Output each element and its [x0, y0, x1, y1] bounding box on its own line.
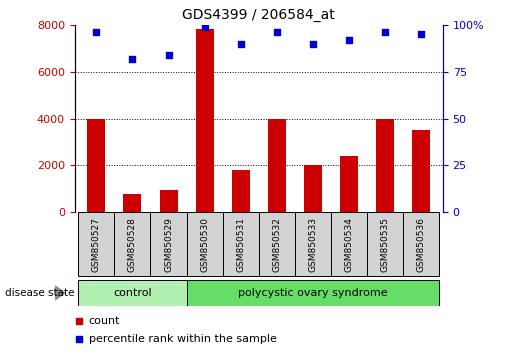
Point [75, 319, 83, 324]
Bar [88, 119, 106, 212]
Bar [331, 212, 367, 276]
Bar [403, 212, 439, 276]
Point [417, 31, 425, 37]
Bar [259, 212, 295, 276]
Point [236, 41, 245, 46]
Text: GSM850534: GSM850534 [345, 217, 353, 272]
Text: GSM850529: GSM850529 [164, 217, 173, 272]
Point [273, 29, 281, 35]
Title: GDS4399 / 206584_at: GDS4399 / 206584_at [182, 8, 335, 22]
Bar [376, 119, 394, 212]
Bar [412, 130, 430, 212]
Bar [114, 212, 150, 276]
Text: GSM850527: GSM850527 [92, 217, 101, 272]
Bar [78, 280, 186, 306]
Point [309, 41, 317, 46]
Point [200, 24, 209, 29]
Text: GSM850536: GSM850536 [417, 217, 426, 272]
Bar [150, 212, 186, 276]
Text: GSM850535: GSM850535 [381, 217, 390, 272]
Point [92, 29, 100, 35]
Point [381, 29, 389, 35]
Bar [186, 212, 222, 276]
Bar [124, 194, 142, 212]
Text: GSM850531: GSM850531 [236, 217, 245, 272]
Bar [340, 156, 358, 212]
Text: disease state: disease state [5, 288, 75, 298]
Bar [268, 119, 286, 212]
Bar [222, 212, 259, 276]
Bar [295, 212, 331, 276]
Bar [78, 212, 114, 276]
Text: percentile rank within the sample: percentile rank within the sample [89, 334, 277, 344]
Point [75, 336, 83, 342]
Text: polycystic ovary syndrome: polycystic ovary syndrome [238, 288, 388, 298]
Point [164, 52, 173, 58]
Bar [160, 190, 178, 212]
Text: GSM850532: GSM850532 [272, 217, 281, 272]
Text: control: control [113, 288, 152, 298]
Bar [367, 212, 403, 276]
Bar [304, 165, 322, 212]
Text: GSM850528: GSM850528 [128, 217, 137, 272]
Point [128, 56, 136, 61]
Bar [232, 170, 250, 212]
Text: count: count [89, 316, 120, 326]
Bar [196, 29, 214, 212]
Text: GSM850530: GSM850530 [200, 217, 209, 272]
Point [345, 37, 353, 42]
Bar [186, 280, 439, 306]
Text: GSM850533: GSM850533 [308, 217, 317, 272]
